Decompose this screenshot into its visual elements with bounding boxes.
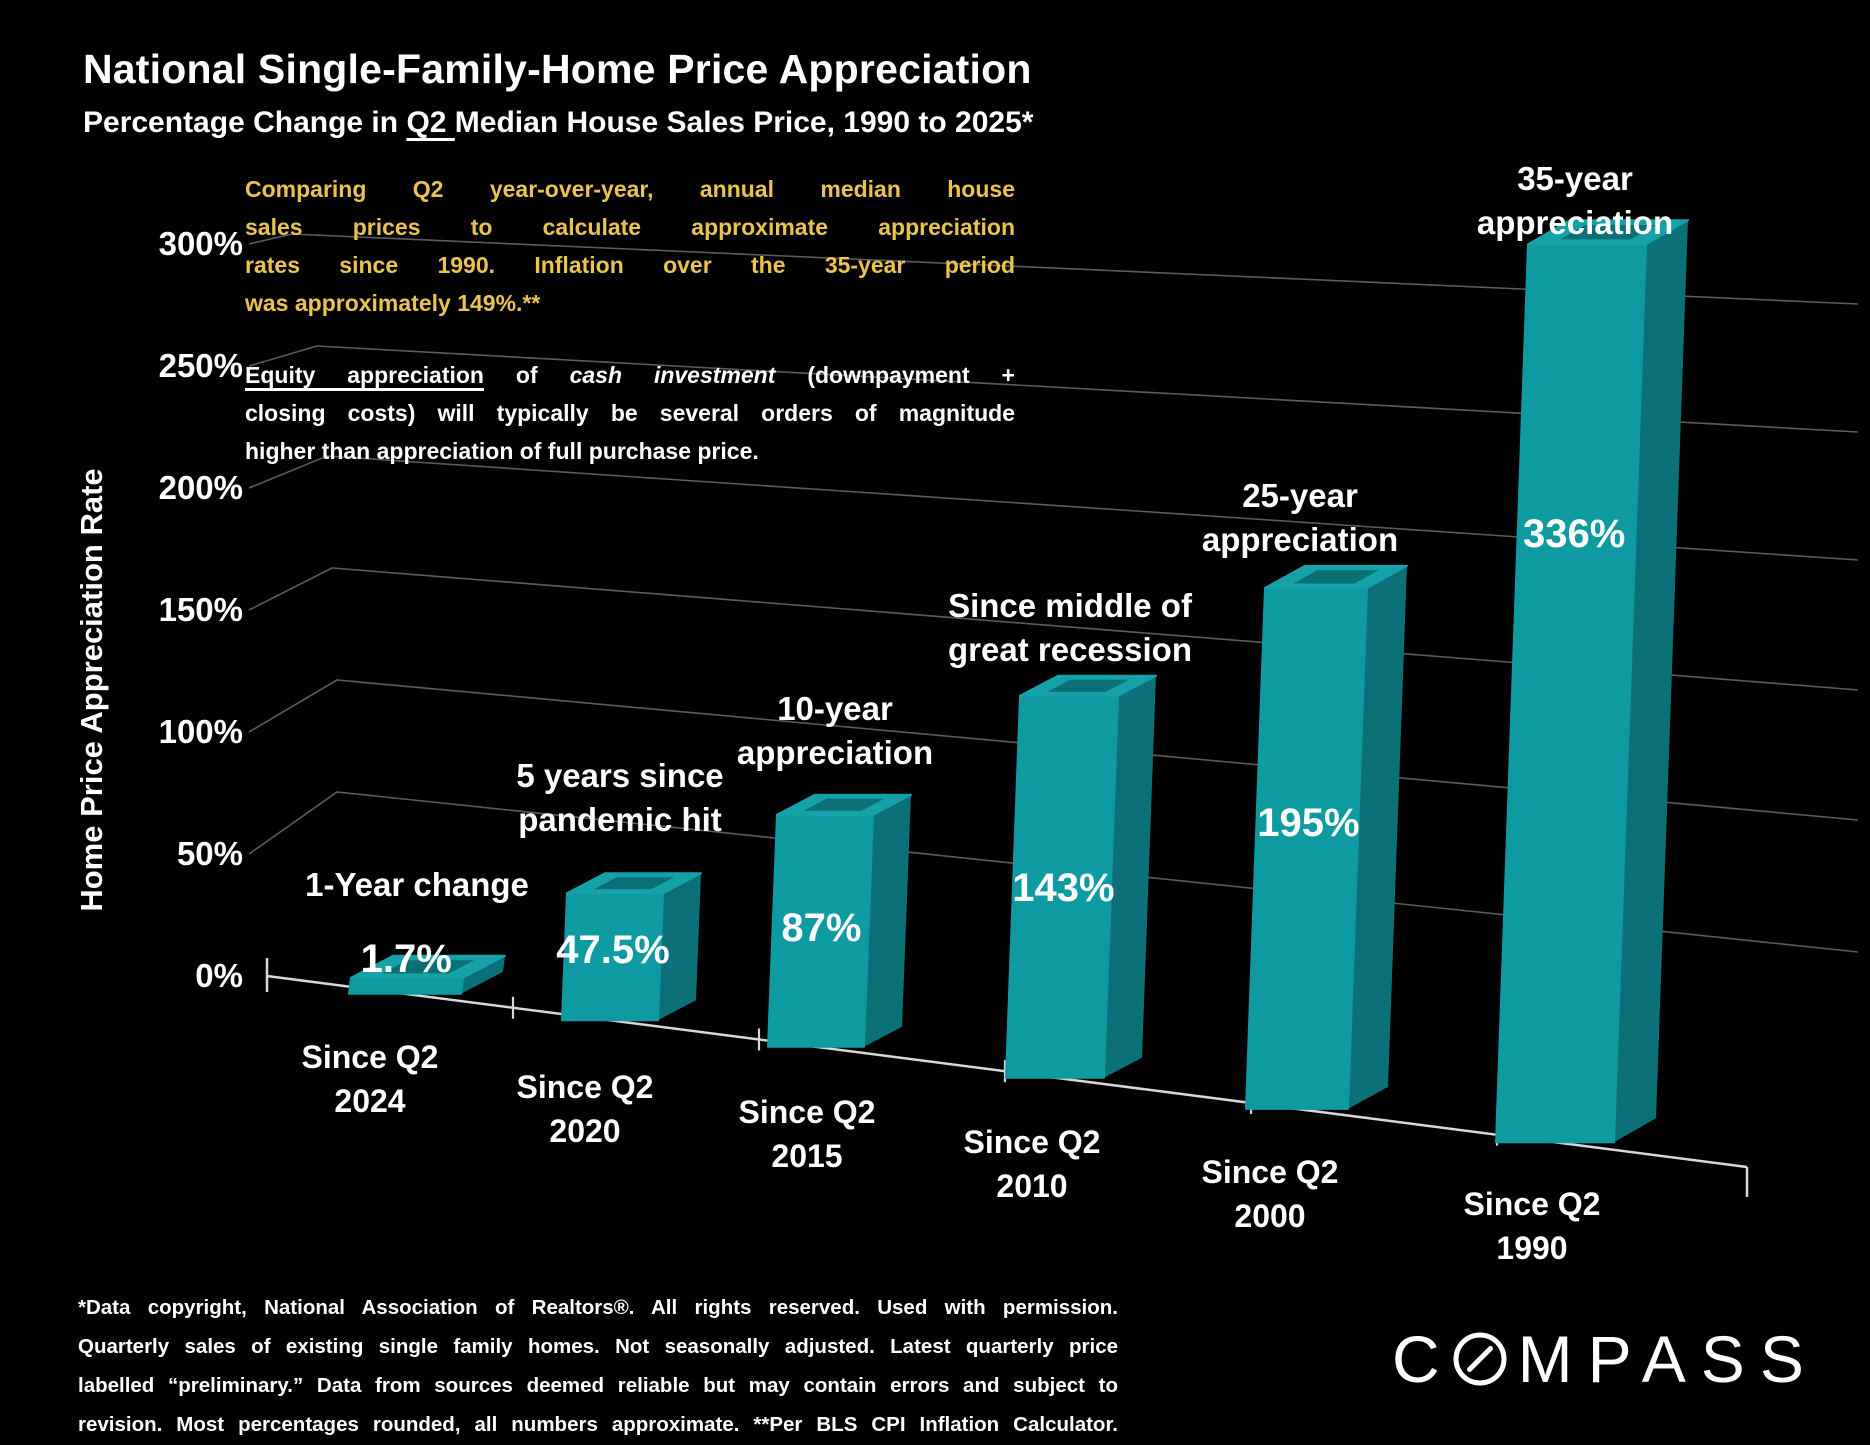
x-axis-category-label: Since Q2 (964, 1124, 1101, 1160)
y-axis-tick-label: 200% (159, 469, 243, 506)
bar-since-q2-2000-front-face (1245, 586, 1368, 1110)
disclaimer-line: revision. Most percentages rounded, all … (78, 1413, 1118, 1436)
bar-annotation: 10-year (777, 690, 893, 727)
equity-underlined-text: Equity appreciation (245, 362, 484, 388)
disclaimer-line: labelled “preliminary.” Data from source… (78, 1374, 1118, 1397)
y-axis-tick-label: 250% (159, 347, 243, 384)
y-axis-tick-label: 150% (159, 591, 243, 628)
x-axis-category-label: Since Q2 (1202, 1154, 1339, 1190)
bar-annotation: appreciation (1477, 204, 1673, 241)
compass-logo-letters: MPASS (1517, 1322, 1819, 1396)
bar-since-q2-2024-top-inset (381, 960, 475, 974)
compass-logo-o-needle-icon (1453, 1332, 1507, 1386)
methodology-note-line: rates since 1990. Inflation over the 35-… (245, 252, 1015, 278)
subtitle-suffix: Median House Sales Price, 1990 to 2025* (454, 106, 1034, 139)
page-subtitle: Percentage Change in Q2 Median House Sal… (83, 106, 1033, 140)
bar-since-q2-2000-side-face (1348, 565, 1407, 1109)
equity-plain-text: (downpayment + (775, 362, 1015, 388)
gridline-300 (248, 233, 1859, 305)
bar-since-q2-2000-top-inset (1293, 570, 1379, 584)
bar-annotation: appreciation (737, 734, 933, 771)
bar-value-label: 143% (1012, 866, 1114, 910)
subtitle-prefix: Percentage Change in (83, 106, 407, 139)
compass-logo-letter: C (1392, 1322, 1455, 1396)
bar-annotation: 25-year (1242, 477, 1358, 514)
bar-value-label: 336% (1523, 512, 1625, 556)
methodology-note-line: was approximately 149%.** (245, 290, 541, 316)
y-axis-tick-label: 100% (159, 713, 243, 750)
equity-note-line: closing costs) will typically be several… (245, 400, 1015, 426)
equity-note-line: higher than appreciation of full purchas… (245, 438, 759, 464)
x-axis-category-label: 1990 (1496, 1230, 1567, 1266)
gridline-250 (248, 345, 1859, 433)
x-axis-category-label: 2020 (549, 1113, 620, 1149)
disclaimer-line: Quarterly sales of existing single famil… (78, 1335, 1118, 1358)
methodology-note-line: Comparing Q2 year-over-year, annual medi… (245, 176, 1015, 202)
x-axis-category-label: Since Q2 (517, 1069, 654, 1105)
x-axis-category-label: Since Q2 (1464, 1186, 1601, 1222)
bar-annotation: 5 years since (516, 757, 723, 794)
bar-since-q2-1990-top-inset (1560, 225, 1656, 240)
methodology-note-line: sales prices to calculate approximate ap… (245, 214, 1015, 240)
bar-annotation: pandemic hit (518, 801, 722, 838)
x-axis-category-label: 2000 (1234, 1198, 1305, 1234)
y-axis-title: Home Price Appreciation Rate (74, 468, 109, 911)
bar-annotation: 1-Year change (305, 866, 529, 903)
compass-logo: C MPASS (1392, 1326, 1819, 1392)
equity-note-line: Equity appreciation of cash investment (… (245, 356, 1015, 394)
methodology-note: Comparing Q2 year-over-year, annual medi… (245, 170, 1015, 322)
x-axis-category-label: Since Q2 (739, 1094, 876, 1130)
page-title: National Single-Family-Home Price Apprec… (83, 46, 1032, 92)
bar-since-q2-2015-side-face (864, 794, 911, 1047)
y-axis-tick-label: 0% (195, 957, 243, 994)
bar-annotation: great recession (948, 631, 1192, 668)
bar-annotation: 35-year (1517, 160, 1633, 197)
bar-annotation: appreciation (1202, 521, 1398, 558)
bar-value-label: 87% (781, 906, 861, 950)
disclaimer-line: *Data copyright, National Association of… (78, 1296, 1118, 1319)
x-axis-category-label: 2010 (996, 1168, 1067, 1204)
y-axis-tick-label: 50% (177, 835, 243, 872)
subtitle-underlined-q2: Q2 (406, 106, 455, 139)
source-disclaimer: *Data copyright, National Association of… (78, 1288, 1118, 1444)
bar-since-q2-2020-side-face (658, 873, 701, 1021)
x-axis-category-label: Since Q2 (302, 1039, 439, 1075)
bar-since-q2-2010-side-face (1104, 675, 1156, 1078)
bar-value-label: 1.7% (361, 937, 452, 981)
bar-since-q2-2020-top-inset (593, 877, 675, 890)
bar-since-q2-2010-top-inset (1047, 679, 1129, 692)
equity-italic-text: cash investment (569, 362, 776, 388)
equity-note: Equity appreciation of cash investment (… (245, 356, 1015, 470)
bar-since-q2-1990-side-face (1614, 220, 1688, 1143)
x-axis-category-label: 2015 (771, 1138, 842, 1174)
bar-since-q2-2015-top-inset (803, 798, 885, 811)
bar-value-label: 47.5% (556, 928, 669, 972)
y-axis-tick-label: 300% (159, 225, 243, 262)
bar-annotation: Since middle of (948, 587, 1193, 624)
bar-value-label: 195% (1257, 801, 1359, 845)
gridline-200 (248, 455, 1859, 561)
bar-since-q2-2024-side-face (461, 955, 505, 994)
equity-plain-text: of (483, 362, 570, 388)
x-axis-category-label: 2024 (334, 1083, 405, 1119)
